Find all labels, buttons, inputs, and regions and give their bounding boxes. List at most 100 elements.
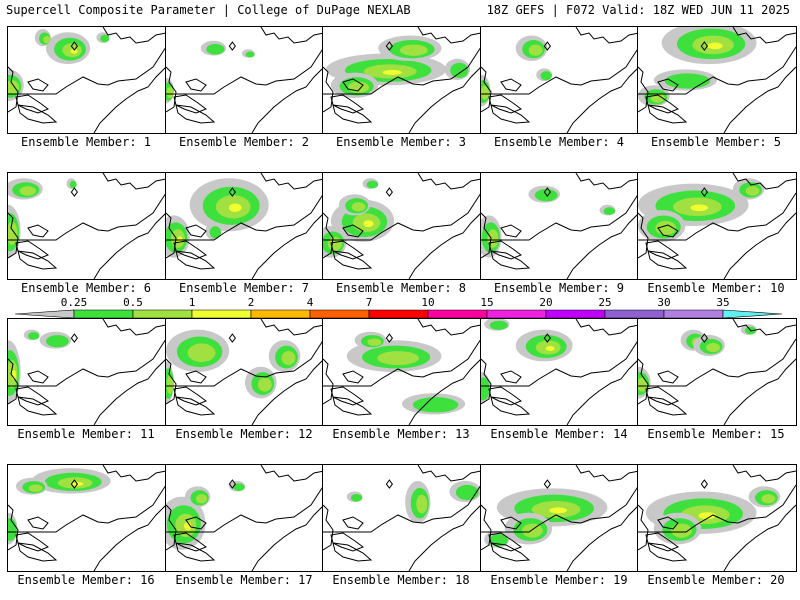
map-panel [322, 26, 482, 134]
atlantic-coastline [566, 504, 639, 571]
map-panel [7, 464, 167, 572]
map-svg [8, 173, 166, 279]
scp-contour-blob [481, 85, 490, 100]
atlantic-coastline [408, 504, 481, 571]
ensemble-member-label: Ensemble Member: 18 [332, 573, 470, 587]
lake-huron-shore [638, 212, 649, 259]
scp-contour-blob [707, 42, 723, 50]
lake-huron-shore [481, 66, 492, 113]
colorbar-segment [368, 309, 429, 319]
ensemble-member-label: Ensemble Member: 12 [175, 427, 313, 441]
ensemble-member-label: Ensemble Member: 13 [332, 427, 470, 441]
lake-huron-shore [481, 212, 492, 259]
scp-contour-blob [603, 207, 616, 215]
map-svg [323, 319, 481, 425]
georgian-bay-outline [342, 224, 364, 238]
city-marker-icon [543, 479, 551, 489]
lake-huron-shore [166, 66, 177, 113]
scp-contour-blob [366, 180, 379, 189]
atlantic-coastline [93, 358, 166, 425]
lake-erie-outline [488, 386, 523, 406]
atlantic-coastline [408, 212, 481, 279]
atlantic-coastline [566, 66, 639, 133]
scp-contour-blob [450, 62, 469, 79]
map-panel [322, 464, 482, 572]
scp-contour-blob [671, 523, 692, 538]
lake-ontario-outline [490, 396, 531, 416]
scp-contour-blob [327, 236, 342, 251]
lake-huron-shore [166, 358, 177, 405]
map-svg [638, 465, 796, 571]
us-canada-border [638, 46, 796, 95]
georgian-bay-outline [657, 224, 679, 238]
georgian-bay-outline [657, 370, 679, 384]
chart-title: Supercell Composite Parameter | College … [6, 3, 411, 17]
us-canada-border [8, 46, 166, 95]
lake-erie-outline [488, 94, 523, 114]
lake-huron-shore [323, 504, 334, 551]
colorbar-segment [14, 309, 75, 319]
us-canada-border [481, 338, 639, 387]
ensemble-member-label: Ensemble Member: 17 [175, 573, 313, 587]
map-svg [166, 173, 324, 279]
colorbar-tick-label: 20 [539, 296, 553, 309]
colorbar-tick-label: 30 [657, 296, 671, 309]
us-canada-border [323, 484, 481, 533]
atlantic-coastline [723, 66, 796, 133]
ensemble-member-label: Ensemble Member: 6 [20, 281, 152, 295]
ensemble-member-label: Ensemble Member: 14 [490, 427, 628, 441]
ensemble-member-label: Ensemble Member: 2 [178, 135, 310, 149]
scp-contour-blob [549, 507, 567, 514]
city-marker-icon [228, 187, 236, 197]
scp-contour-blob [69, 180, 77, 189]
lake-ontario-outline [175, 396, 216, 416]
lake-huron-shore [8, 504, 19, 551]
lake-erie-outline [330, 532, 365, 552]
lake-huron-shore [638, 66, 649, 113]
city-marker-icon [700, 41, 708, 51]
city-marker-icon [543, 41, 551, 51]
lake-ontario-outline [332, 542, 373, 562]
scp-contour-blob [416, 494, 428, 514]
scp-contour-blob [487, 229, 499, 248]
map-svg [323, 173, 481, 279]
georgian-bay-outline [27, 224, 49, 238]
map-panel [7, 172, 167, 280]
scp-contour-blob [761, 494, 776, 504]
atlantic-coastline [408, 358, 481, 425]
ensemble-member-label: Ensemble Member: 20 [647, 573, 785, 587]
us-canada-border [166, 46, 324, 95]
us-canada-border [166, 338, 324, 387]
atlantic-coastline [93, 66, 166, 133]
scp-contour-blob [19, 186, 37, 196]
map-panel [637, 26, 797, 134]
scp-contour-blob [70, 48, 78, 54]
atlantic-coastline [251, 212, 324, 279]
city-marker-icon [70, 333, 78, 343]
scp-contour-blob [521, 523, 543, 538]
lake-ontario-outline [647, 396, 688, 416]
scp-contour-blob [351, 202, 366, 212]
colorbar-tick-label: 2 [247, 296, 255, 309]
georgian-bay-outline [27, 516, 49, 530]
georgian-bay-outline [500, 516, 522, 530]
atlantic-coastline [93, 504, 166, 571]
canada-coastline [260, 27, 324, 44]
scp-contour-blob [28, 484, 43, 492]
ensemble-member-label: Ensemble Member: 16 [17, 573, 155, 587]
georgian-bay-outline [500, 370, 522, 384]
ensemble-member-label: Ensemble Member: 1 [20, 135, 152, 149]
city-marker-icon [385, 479, 393, 489]
city-marker-icon [700, 479, 708, 489]
canada-coastline [260, 465, 324, 482]
us-canada-border [8, 484, 166, 533]
lake-erie-outline [173, 386, 208, 406]
colorbar-segment [73, 309, 134, 319]
map-svg [8, 27, 166, 133]
map-svg [166, 27, 324, 133]
atlantic-coastline [93, 212, 166, 279]
scp-contour-blob [690, 204, 709, 212]
canada-coastline [102, 465, 166, 482]
lake-erie-outline [645, 386, 680, 406]
ensemble-member-label: Ensemble Member: 10 [647, 281, 785, 295]
